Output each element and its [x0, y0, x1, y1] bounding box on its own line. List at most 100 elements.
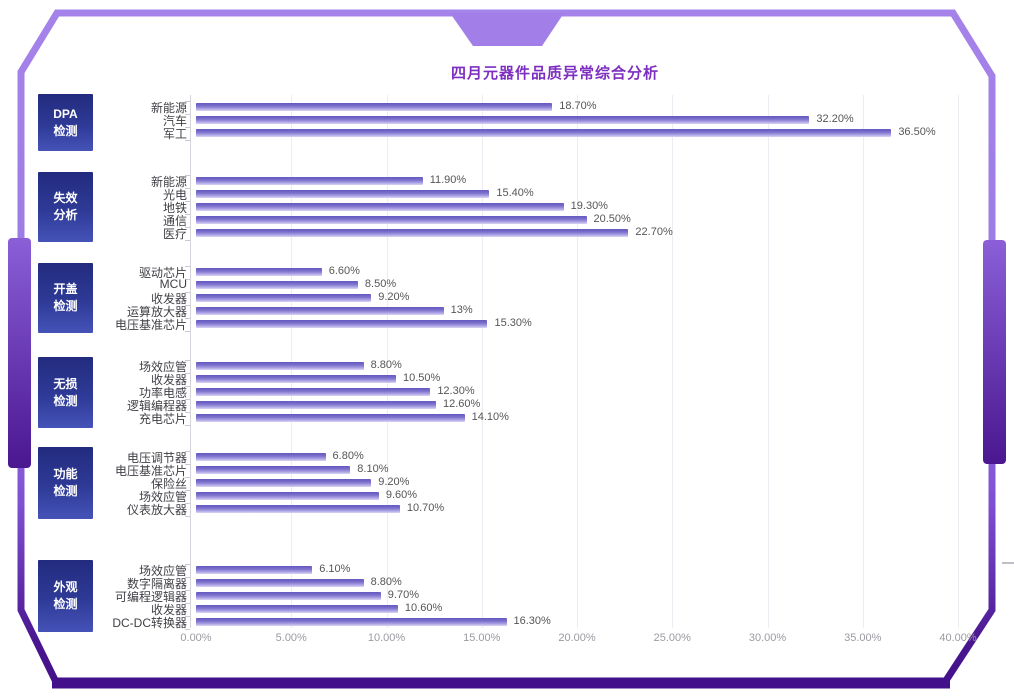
category-box: 功能 检测	[38, 447, 93, 519]
bar-label: 数字隔离器	[126, 577, 187, 591]
axis-tick	[185, 515, 190, 517]
axis-tick	[185, 226, 190, 228]
bar	[196, 492, 379, 500]
bar-value-label: 9.20%	[378, 291, 410, 303]
bar-label: 场效应管	[138, 490, 187, 504]
axis-tick	[185, 589, 190, 591]
bar	[196, 116, 810, 124]
bar-value-label: 6.80%	[332, 450, 364, 462]
bar	[196, 388, 431, 396]
axis-tick	[185, 576, 190, 578]
axis-tick	[185, 187, 190, 189]
axis-tick	[185, 174, 190, 176]
bar	[196, 229, 629, 237]
bar-label: 场效应管	[138, 360, 187, 374]
bar	[196, 129, 892, 137]
category-box-label: 开盖	[53, 282, 78, 297]
bar-value-label: 20.50%	[593, 213, 631, 225]
bar-value-label: 18.70%	[559, 100, 597, 112]
axis-tick	[185, 317, 190, 319]
axis-tick	[185, 411, 190, 413]
category-box-label: 外观	[53, 580, 78, 595]
axis-tick	[185, 139, 190, 141]
category-box: 无损 检测	[38, 357, 93, 428]
category-box-label: 无损	[53, 376, 78, 391]
axis-tick	[185, 463, 190, 465]
bar	[196, 307, 444, 315]
category-box-label: 检测	[53, 393, 78, 408]
left-side-bar	[8, 238, 31, 468]
gridline	[577, 95, 578, 628]
bar-label: 收发器	[150, 603, 187, 617]
bar-value-label: 6.10%	[319, 563, 351, 575]
bar-value-label: 12.60%	[443, 398, 481, 410]
bar-value-label: 6.60%	[328, 265, 360, 277]
gridline	[386, 95, 388, 628]
bar	[196, 281, 358, 289]
bar-label: 光电	[162, 188, 187, 202]
bar-value-label: 15.30%	[494, 317, 532, 329]
top-tab	[450, 13, 564, 46]
bar	[196, 414, 465, 422]
x-axis-tick-label: 5.00%	[275, 632, 307, 644]
right-side-bar	[983, 240, 1006, 464]
axis-tick	[185, 100, 190, 102]
bar-label: 功率电感	[138, 386, 187, 400]
category-box-label: 检测	[53, 123, 78, 138]
category-box: 失效 分析	[38, 172, 93, 242]
bar	[196, 216, 587, 224]
bar-label: 新能源	[150, 101, 187, 115]
bar-label: 可编程逻辑器	[114, 590, 187, 604]
bar-label: 电压调节器	[126, 451, 187, 465]
bar-label: 充电芯片	[138, 412, 187, 426]
axis-tick	[185, 239, 190, 241]
bar	[196, 362, 364, 370]
bar-label: 新能源	[150, 175, 187, 189]
x-axis-tick-label: 15.00%	[463, 632, 501, 644]
bar	[196, 103, 553, 111]
bar	[196, 566, 313, 574]
bar	[196, 505, 400, 513]
category-box-label: 检测	[53, 484, 78, 498]
bar-value-label: 9.60%	[385, 489, 418, 501]
bar-label: 通信	[162, 214, 187, 228]
bar	[196, 190, 490, 198]
bar-value-label: 13%	[450, 304, 473, 316]
bar	[196, 294, 372, 302]
gridline	[767, 95, 769, 628]
bar	[196, 592, 381, 600]
bar-value-label: 8.80%	[370, 359, 402, 371]
axis-tick	[185, 602, 190, 604]
category-box: 外观 检测	[38, 560, 93, 632]
bar-label: 保险丝	[150, 477, 187, 491]
bar-label: 汽车	[162, 114, 187, 128]
bar-value-label: 36.50%	[898, 126, 936, 138]
axis-tick	[185, 476, 190, 478]
bar-value-label: 8.80%	[370, 576, 402, 588]
axis-tick	[185, 126, 190, 128]
bar	[196, 618, 507, 626]
bar	[196, 479, 372, 487]
bar	[196, 579, 364, 587]
bar-value-label: 16.30%	[513, 615, 551, 627]
x-axis-tick-label: 0.00%	[180, 632, 212, 644]
axis-tick	[185, 385, 190, 387]
bar-value-label: 8.50%	[364, 278, 397, 290]
axis-tick	[185, 502, 190, 504]
bar	[196, 177, 423, 185]
category-box-label: 分析	[53, 208, 78, 222]
bar-value-label: 10.50%	[403, 372, 441, 384]
bar	[196, 605, 398, 613]
bar-label: 驱动芯片	[138, 266, 187, 280]
bar-label: 收发器	[150, 373, 187, 387]
x-axis-tick-label: 10.00%	[367, 632, 406, 644]
gridline	[958, 95, 959, 628]
bar-value-label: 12.30%	[437, 385, 475, 397]
bar-label: 地铁	[162, 201, 187, 215]
bar-label: 运算放大器	[126, 305, 187, 319]
axis-tick	[185, 200, 190, 202]
bar-value-label: 14.10%	[471, 411, 509, 423]
x-axis-tick-label: 35.00%	[844, 632, 882, 644]
